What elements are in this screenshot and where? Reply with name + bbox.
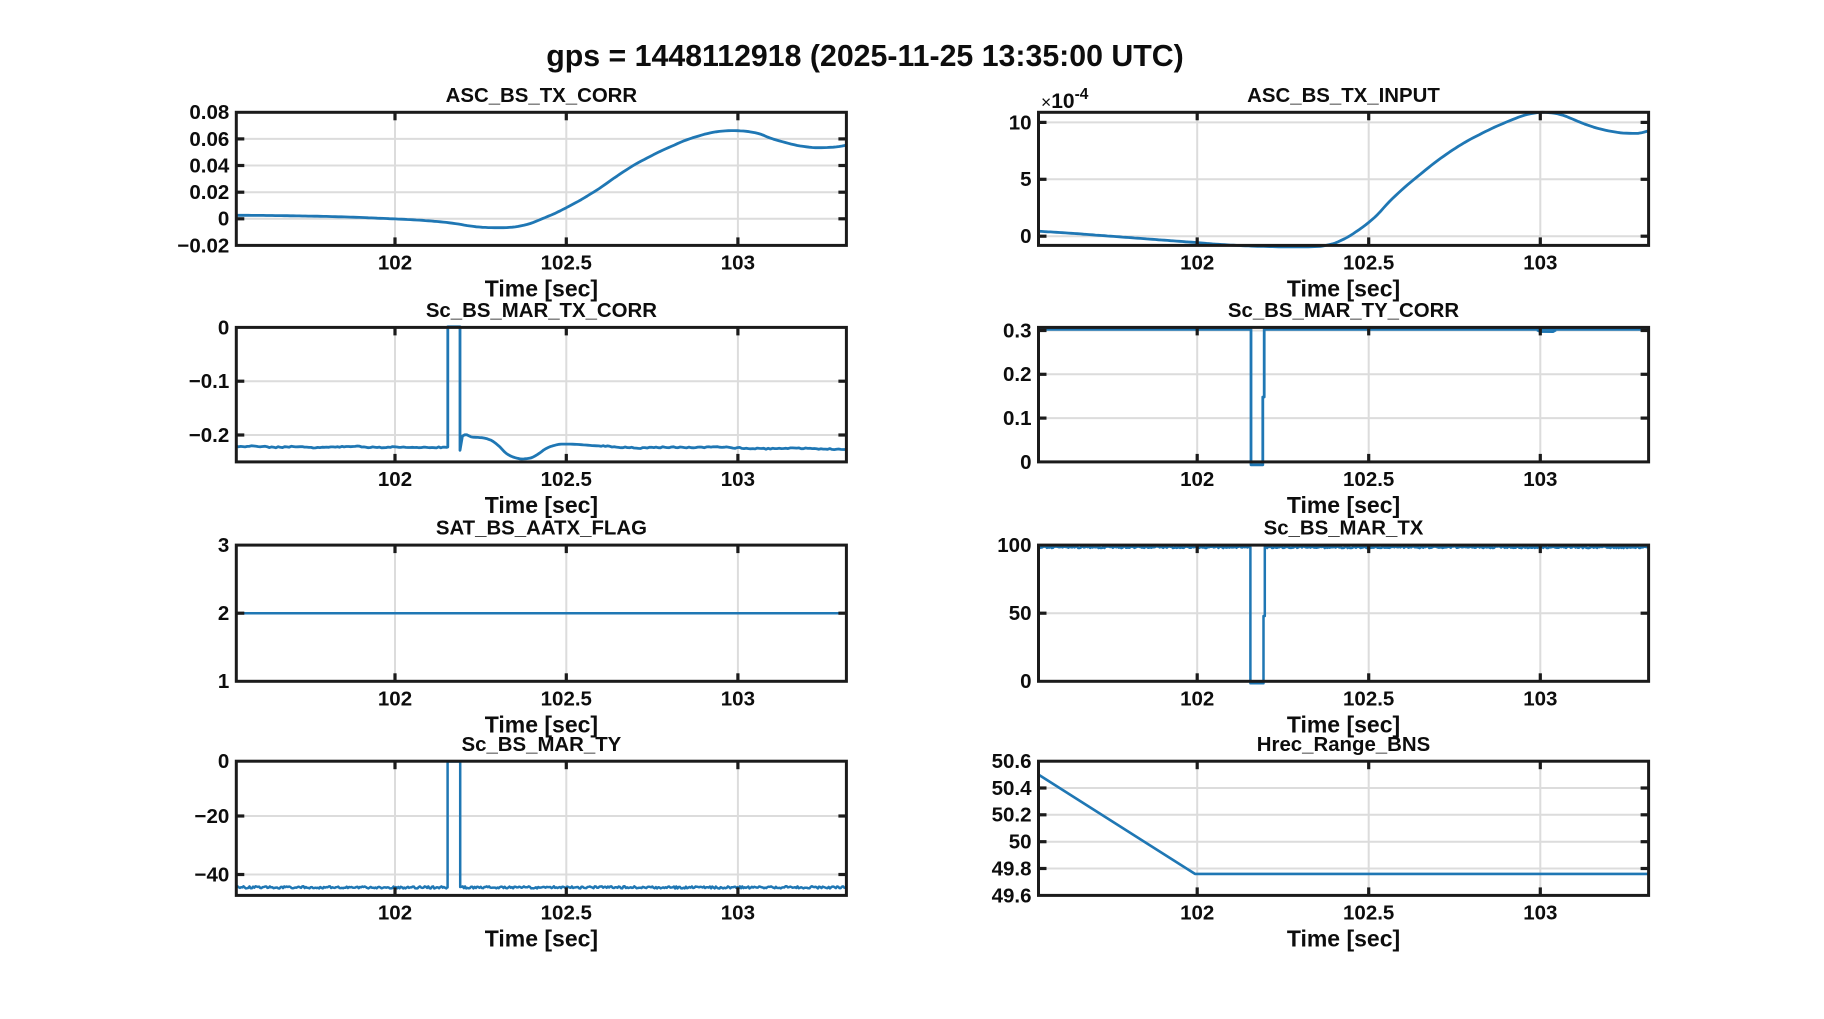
svg-text:49.6: 49.6 [992,884,1032,907]
svg-text:Time [sec]: Time [sec] [485,711,598,737]
svg-text:1: 1 [218,670,229,693]
svg-text:Time [sec]: Time [sec] [1287,275,1400,301]
svg-text:103: 103 [721,252,755,275]
svg-text:Time [sec]: Time [sec] [1287,492,1400,518]
svg-text:Time [sec]: Time [sec] [485,275,598,301]
svg-text:gps = 1448112918 (2025-11-25 1: gps = 1448112918 (2025-11-25 13:35:00 UT… [546,40,1184,73]
svg-text:102.5: 102.5 [541,688,592,711]
svg-text:102: 102 [1180,252,1214,275]
svg-text:102: 102 [378,468,412,491]
svg-text:103: 103 [721,688,755,711]
svg-text:103: 103 [721,902,755,925]
svg-text:50.2: 50.2 [992,804,1032,827]
svg-text:Sc_BS_MAR_TX_CORR: Sc_BS_MAR_TX_CORR [426,300,657,322]
svg-text:0: 0 [218,316,229,339]
svg-text:102.5: 102.5 [541,902,592,925]
svg-text:103: 103 [1523,902,1557,925]
svg-text:102.5: 102.5 [541,468,592,491]
svg-text:0: 0 [1020,670,1031,693]
svg-text:10: 10 [1009,111,1032,134]
svg-text:−40: −40 [195,863,230,886]
svg-text:0.3: 0.3 [1003,319,1032,342]
svg-text:0.06: 0.06 [189,128,229,151]
svg-text:102.5: 102.5 [541,252,592,275]
svg-text:0: 0 [1020,225,1031,248]
svg-text:0: 0 [218,750,229,773]
svg-text:0.04: 0.04 [189,154,229,177]
svg-text:×10-4: ×10-4 [1041,86,1089,113]
svg-text:102.5: 102.5 [1343,468,1394,491]
svg-text:50: 50 [1009,602,1032,625]
svg-text:102.5: 102.5 [1343,688,1394,711]
svg-text:102: 102 [1180,688,1214,711]
svg-text:−0.1: −0.1 [189,370,229,393]
svg-text:103: 103 [1523,688,1557,711]
svg-text:102: 102 [378,902,412,925]
svg-text:50.4: 50.4 [992,777,1032,800]
svg-text:Time [sec]: Time [sec] [485,492,598,518]
svg-text:0: 0 [218,208,229,231]
svg-text:3: 3 [218,534,229,557]
svg-text:Time [sec]: Time [sec] [1287,925,1400,951]
svg-text:ASC_BS_TX_INPUT: ASC_BS_TX_INPUT [1247,85,1440,107]
svg-text:50: 50 [1009,831,1032,854]
svg-text:102.5: 102.5 [1343,252,1394,275]
svg-text:103: 103 [721,468,755,491]
svg-text:103: 103 [1523,468,1557,491]
svg-text:Sc_BS_MAR_TY: Sc_BS_MAR_TY [462,734,622,756]
svg-text:−0.02: −0.02 [177,234,229,257]
svg-text:49.8: 49.8 [992,857,1032,880]
svg-text:103: 103 [1523,252,1557,275]
svg-text:102.5: 102.5 [1343,902,1394,925]
svg-text:102: 102 [378,688,412,711]
svg-text:0.1: 0.1 [1003,407,1032,430]
svg-text:SAT_BS_AATX_FLAG: SAT_BS_AATX_FLAG [436,518,647,540]
svg-text:102: 102 [378,252,412,275]
svg-text:−0.2: −0.2 [189,424,229,447]
svg-text:Time [sec]: Time [sec] [485,925,598,951]
svg-text:0.2: 0.2 [1003,363,1032,386]
svg-text:50.6: 50.6 [992,750,1032,773]
svg-text:Time [sec]: Time [sec] [1287,711,1400,737]
svg-text:Sc_BS_MAR_TY_CORR: Sc_BS_MAR_TY_CORR [1228,300,1459,322]
svg-text:−20: −20 [195,805,230,828]
svg-text:ASC_BS_TX_CORR: ASC_BS_TX_CORR [446,85,638,107]
svg-text:100: 100 [997,534,1031,557]
svg-text:0: 0 [1020,451,1031,474]
svg-text:102: 102 [1180,468,1214,491]
svg-text:102: 102 [1180,902,1214,925]
svg-text:2: 2 [218,602,229,625]
svg-text:Hrec_Range_BNS: Hrec_Range_BNS [1257,734,1430,756]
svg-text:5: 5 [1020,168,1031,191]
svg-text:0.08: 0.08 [189,101,229,124]
svg-text:0.02: 0.02 [189,181,229,204]
svg-text:Sc_BS_MAR_TX: Sc_BS_MAR_TX [1264,518,1424,540]
